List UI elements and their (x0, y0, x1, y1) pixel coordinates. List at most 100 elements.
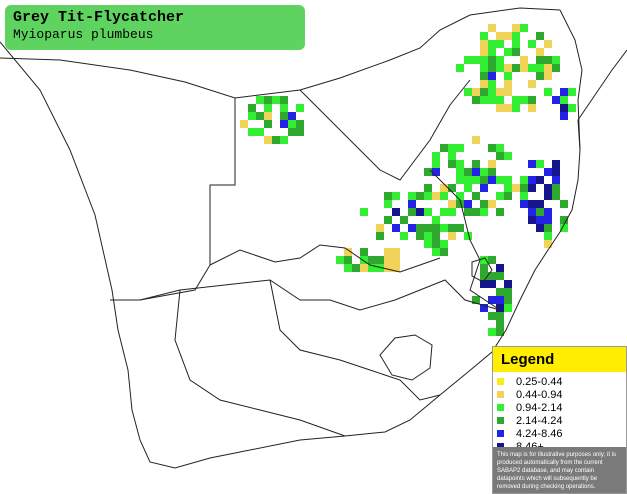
map-cell (456, 64, 464, 72)
map-cell (496, 208, 504, 216)
map-cell (488, 72, 496, 80)
map-cell (528, 176, 536, 184)
map-cell (360, 208, 368, 216)
map-cell (504, 72, 512, 80)
map-cell (488, 64, 496, 72)
map-cell (480, 280, 488, 288)
map-cell (456, 168, 464, 176)
map-cell (488, 88, 496, 96)
map-cell (552, 160, 560, 168)
map-cell (544, 168, 552, 176)
map-cell (480, 176, 488, 184)
map-cell (288, 112, 296, 120)
map-cell (464, 56, 472, 64)
borders (0, 7, 627, 469)
map-cell (352, 264, 360, 272)
map-cell (288, 128, 296, 136)
map-cell (432, 152, 440, 160)
legend-swatch (497, 443, 504, 450)
map-cell (496, 56, 504, 64)
map-cell (472, 160, 480, 168)
map-cell (456, 200, 464, 208)
map-cell (488, 48, 496, 56)
map-cell (344, 256, 352, 264)
lesotho (379, 334, 433, 381)
legend-swatch (497, 417, 504, 424)
map-cell (496, 264, 504, 272)
botswana-west (110, 98, 236, 301)
map-cell (488, 96, 496, 104)
map-cell (408, 200, 416, 208)
map-cell (504, 176, 512, 184)
map-cell (448, 224, 456, 232)
map-cell (520, 200, 528, 208)
map-cell (264, 104, 272, 112)
legend-label: 0.44-0.94 (516, 388, 563, 401)
map-cell (448, 232, 456, 240)
map-cell (504, 88, 512, 96)
map-cell (480, 256, 488, 264)
map-cell (440, 184, 448, 192)
legend-label: 4.24-8.46 (516, 427, 563, 440)
title-box: Grey Tit-Flycatcher Myioparus plumbeus (5, 5, 305, 50)
map-cell (248, 104, 256, 112)
map-cell (480, 64, 488, 72)
orange-river (209, 244, 441, 273)
legend-swatch (497, 404, 504, 411)
map-cell (496, 312, 504, 320)
map-cell (368, 264, 376, 272)
map-cell (544, 56, 552, 64)
map-cell (392, 264, 400, 272)
map-cell (504, 80, 512, 88)
map-cell (560, 224, 568, 232)
map-cell (432, 248, 440, 256)
map-cell (480, 72, 488, 80)
map-cell (504, 104, 512, 112)
map-cell (512, 32, 520, 40)
map-cell (416, 192, 424, 200)
map-cell (544, 40, 552, 48)
legend-swatch (497, 391, 504, 398)
map-cell (256, 128, 264, 136)
map-cell (488, 256, 496, 264)
map-cell (504, 184, 512, 192)
map-cell (568, 88, 576, 96)
map-cell (496, 64, 504, 72)
map-cell (296, 104, 304, 112)
map-cell (496, 192, 504, 200)
map-cell (496, 88, 504, 96)
map-cell (272, 136, 280, 144)
legend-item: 0.44-0.94 (497, 388, 626, 401)
map-cell (384, 264, 392, 272)
map-cell (384, 200, 392, 208)
scientific-name: Myioparus plumbeus (13, 27, 154, 42)
map-cell (240, 120, 248, 128)
map-cell (480, 264, 488, 272)
map-cell (496, 104, 504, 112)
map-cell (464, 88, 472, 96)
legend-swatch (497, 378, 504, 385)
swaziland (471, 257, 493, 283)
map-cell (464, 168, 472, 176)
map-cell (504, 64, 512, 72)
map-cell (512, 64, 520, 72)
map-cell (488, 280, 496, 288)
map-cell (464, 176, 472, 184)
cell-layer (240, 24, 576, 336)
map-cell (560, 216, 568, 224)
map-cell (536, 32, 544, 40)
map-cell (472, 176, 480, 184)
map-cell (544, 232, 552, 240)
legend-label: 0.25-0.44 (516, 375, 563, 388)
map-cell (432, 224, 440, 232)
map-cell (416, 232, 424, 240)
map-cell (472, 96, 480, 104)
map-cell (392, 248, 400, 256)
map-cell (504, 304, 512, 312)
map-cell (472, 56, 480, 64)
map-cell (504, 152, 512, 160)
map-cell (488, 312, 496, 320)
map-cell (568, 104, 576, 112)
map-cell (432, 192, 440, 200)
map-cell (464, 232, 472, 240)
